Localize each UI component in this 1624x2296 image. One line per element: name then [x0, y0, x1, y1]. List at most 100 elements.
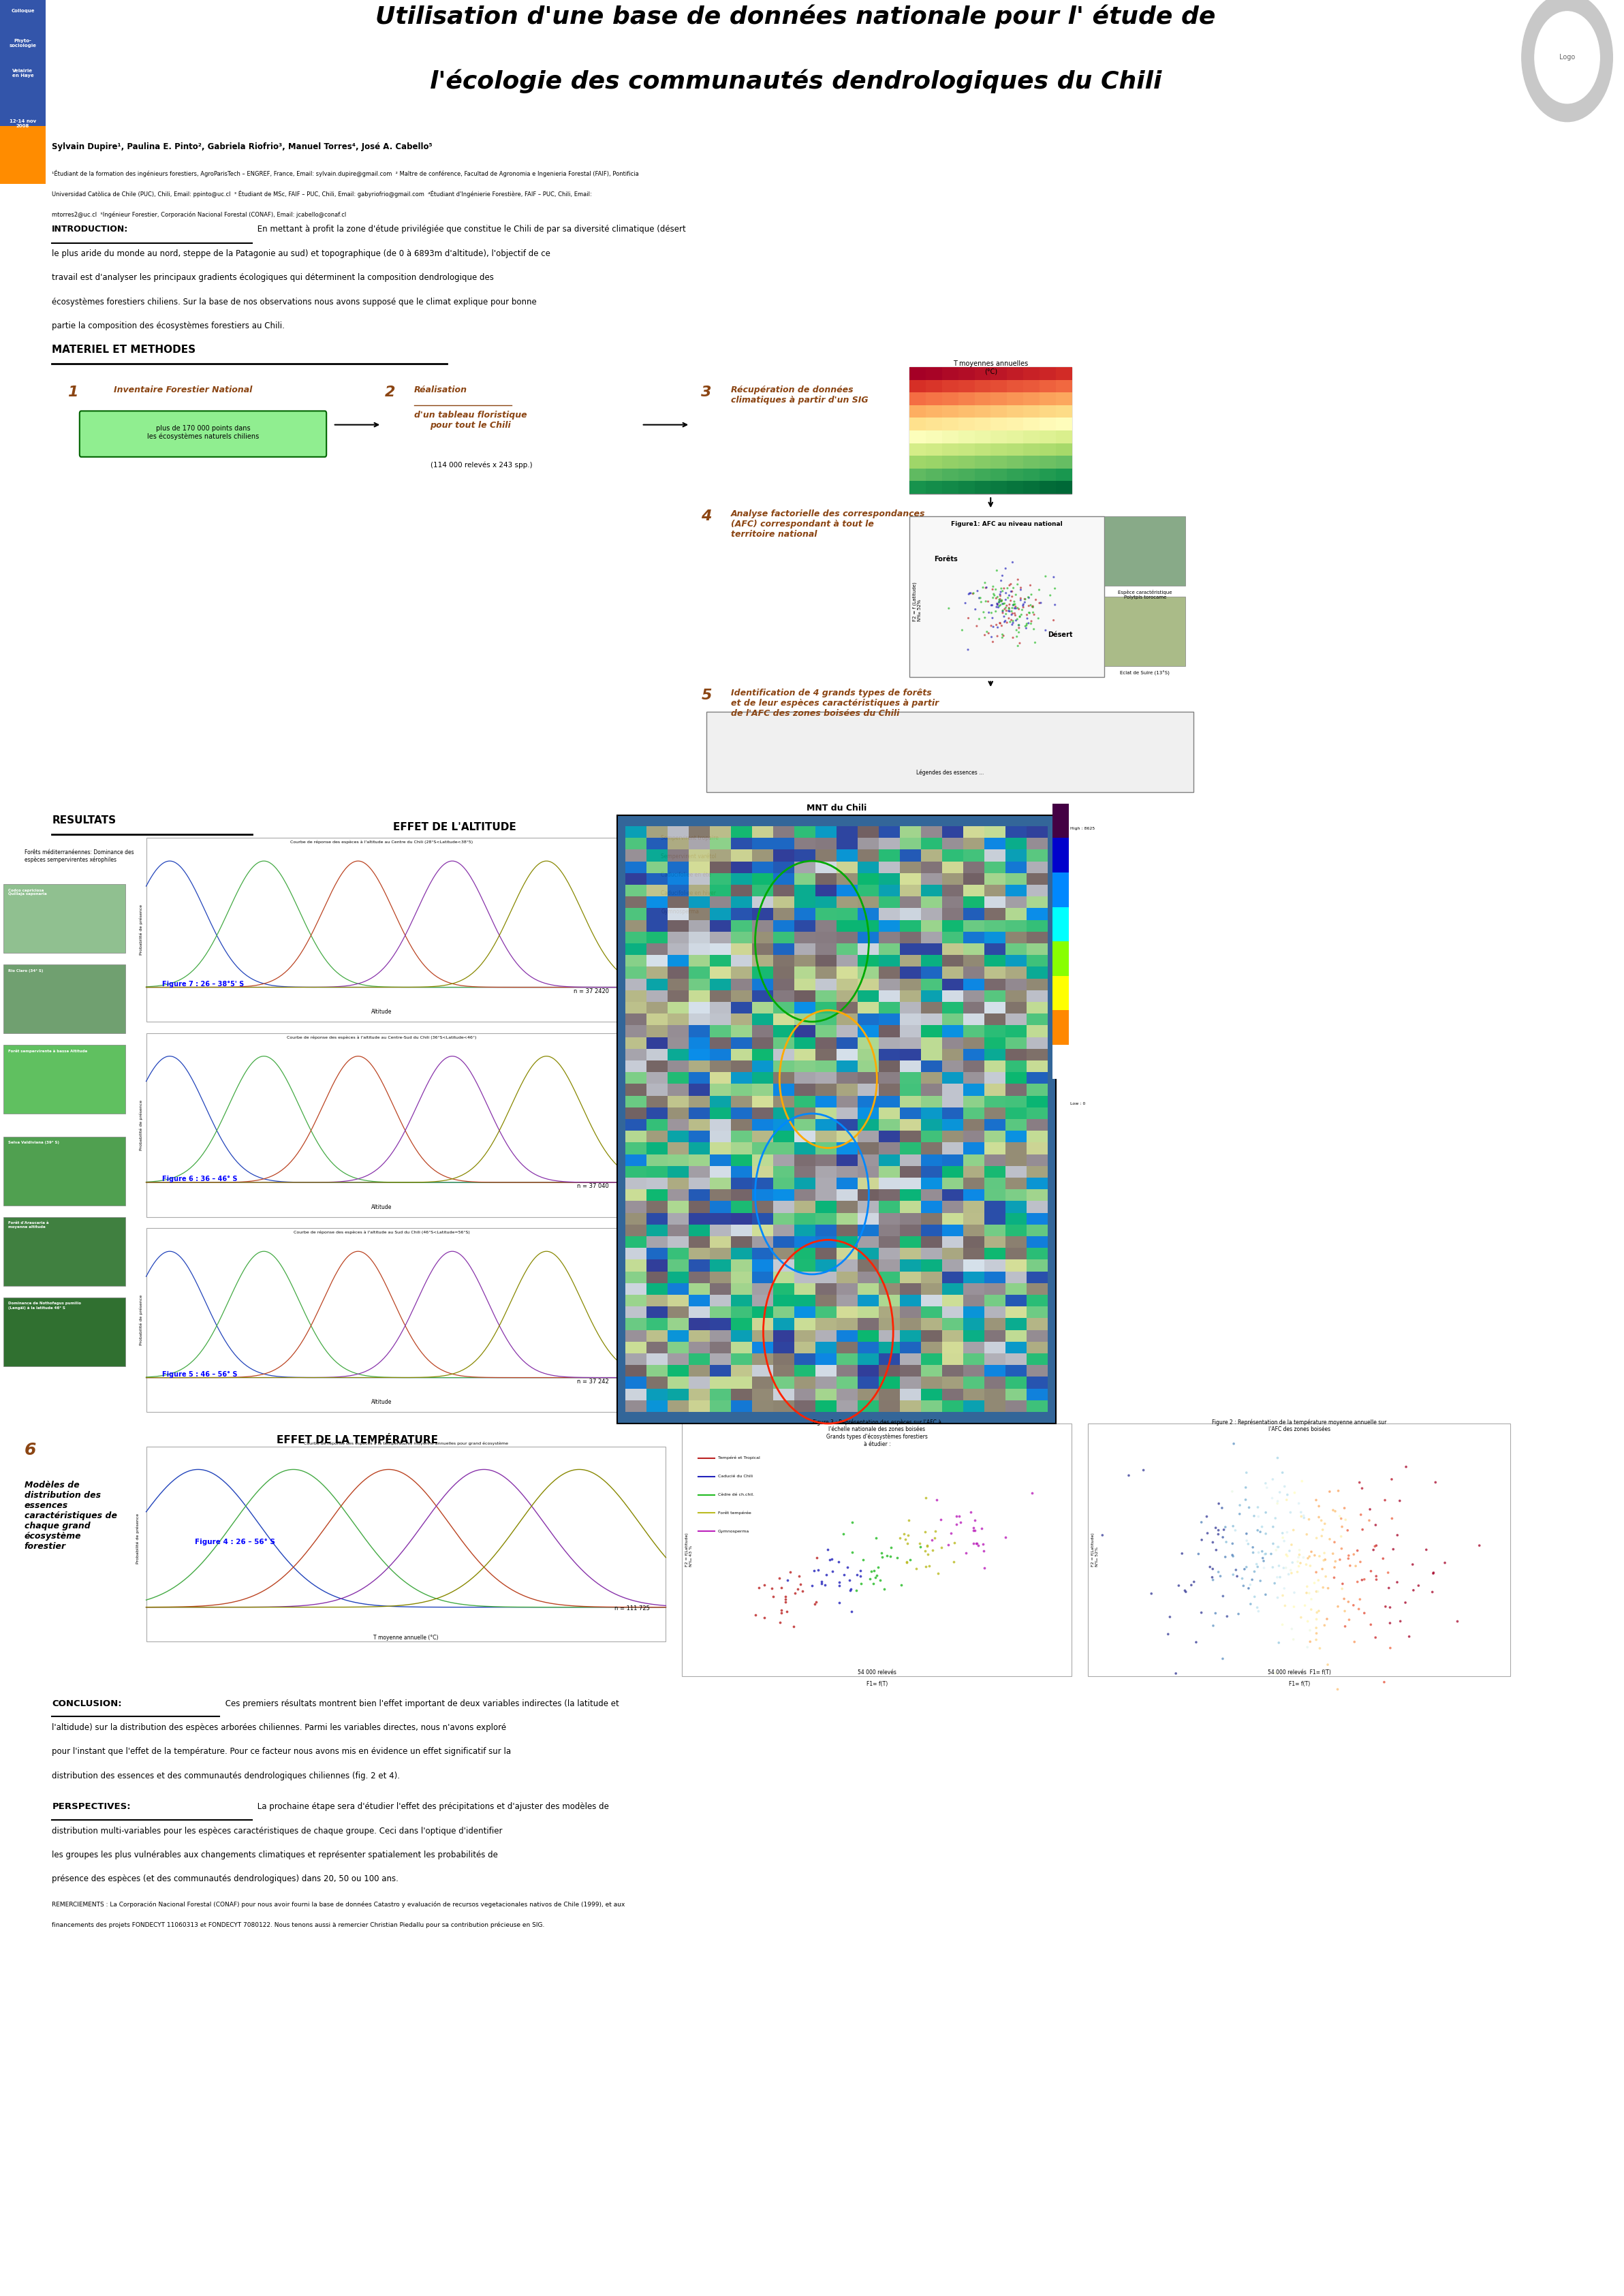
Point: [1210, 1577, 1236, 1614]
Point: [919, 1531, 945, 1568]
Point: [1026, 572, 1052, 608]
Point: [752, 1566, 778, 1603]
Point: [1351, 1561, 1377, 1598]
Text: les groupes les plus vulnérables aux changements climatiques et représenter spat: les groupes les plus vulnérables aux cha…: [52, 1851, 499, 1860]
Text: n = 37 2420: n = 37 2420: [573, 987, 609, 994]
Point: [1004, 618, 1030, 654]
Point: [1015, 588, 1041, 625]
Point: [963, 1525, 989, 1561]
Text: Logo: Logo: [1559, 55, 1575, 60]
Text: Sempervirent tropaire: Sempervirent tropaire: [661, 836, 719, 840]
Point: [1328, 1570, 1354, 1607]
Point: [1234, 1515, 1260, 1552]
Point: [1199, 1559, 1224, 1596]
Point: [1038, 576, 1064, 613]
Text: Figure 4 : 26 – 56° S: Figure 4 : 26 – 56° S: [195, 1538, 274, 1545]
Point: [1298, 1623, 1324, 1660]
Text: Forêt d'Araucaria à
moyenne altitude: Forêt d'Araucaria à moyenne altitude: [8, 1221, 49, 1228]
Point: [1302, 1621, 1328, 1658]
Point: [903, 1550, 929, 1587]
Point: [1229, 1561, 1255, 1598]
Text: 1: 1: [68, 386, 78, 400]
Point: [979, 595, 1005, 631]
Point: [1346, 1582, 1372, 1619]
Point: [1239, 1561, 1265, 1598]
Point: [1286, 1486, 1312, 1522]
Text: Probabilité de présence: Probabilité de présence: [140, 1295, 143, 1345]
Point: [1013, 597, 1039, 634]
Point: [1233, 1481, 1259, 1518]
Bar: [1052, 838, 1069, 872]
Point: [1000, 569, 1026, 606]
Point: [1018, 588, 1044, 625]
Point: [992, 595, 1018, 631]
Point: [1205, 1486, 1231, 1522]
Point: [1002, 588, 1028, 625]
Point: [1203, 1508, 1229, 1545]
Point: [916, 1548, 942, 1584]
Point: [940, 1543, 966, 1580]
Point: [1272, 1522, 1298, 1559]
Point: [1372, 1481, 1398, 1518]
Text: F1= f(T): F1= f(T): [1288, 1681, 1311, 1688]
Point: [838, 1573, 864, 1609]
Point: [992, 1520, 1018, 1557]
Point: [1444, 1603, 1470, 1639]
Point: [786, 1559, 812, 1596]
Point: [1377, 1605, 1403, 1642]
Point: [1298, 1534, 1324, 1570]
Point: [1363, 1527, 1389, 1564]
Point: [935, 1527, 961, 1564]
Text: n = 37 040: n = 37 040: [577, 1182, 609, 1189]
Point: [1195, 1515, 1221, 1552]
Point: [1335, 1541, 1361, 1577]
Point: [1033, 558, 1059, 595]
Point: [1333, 1502, 1359, 1538]
Bar: [1052, 907, 1069, 941]
Point: [955, 599, 981, 636]
Point: [1166, 1568, 1192, 1605]
Point: [1364, 1561, 1390, 1598]
Point: [838, 1593, 864, 1630]
Point: [877, 1538, 903, 1575]
Point: [953, 1534, 979, 1570]
Text: mtorres2@uc.cl  ⁵Ingénieur Forestier, Corporación Nacional Forestal (CONAF), Ema: mtorres2@uc.cl ⁵Ingénieur Forestier, Cor…: [52, 211, 346, 218]
Point: [1288, 1545, 1314, 1582]
Point: [1294, 1541, 1320, 1577]
Point: [1241, 1552, 1267, 1589]
Point: [1262, 1655, 1288, 1692]
Text: Altitude: Altitude: [372, 1203, 391, 1210]
Point: [1343, 1548, 1369, 1584]
Point: [999, 595, 1025, 631]
Point: [1346, 1465, 1372, 1502]
Point: [1226, 1488, 1252, 1525]
Point: [1265, 1580, 1291, 1616]
Point: [814, 1557, 840, 1593]
Point: [1280, 1621, 1306, 1658]
Point: [913, 1479, 939, 1515]
Text: F1= f(T): F1= f(T): [866, 1681, 888, 1688]
Point: [994, 604, 1020, 641]
Bar: [3, 884, 125, 953]
Text: Gymnosperma: Gymnosperma: [661, 909, 698, 914]
Text: Modèles de
distribution des
essences
caractéristiques de
chaque grand
écosystème: Modèles de distribution des essences car…: [24, 1481, 117, 1552]
Point: [1249, 1534, 1275, 1570]
Point: [1294, 1575, 1320, 1612]
Text: Figure 3 : Représentation des espèces sur l'AFC à
l'échelle nationale des zones : Figure 3 : Représentation des espèces su…: [812, 1419, 942, 1446]
Point: [922, 1520, 948, 1557]
Point: [1004, 611, 1030, 647]
Point: [1012, 581, 1038, 618]
Point: [1017, 595, 1043, 631]
Point: [1270, 1607, 1296, 1644]
Point: [1304, 1520, 1330, 1557]
Point: [996, 579, 1021, 615]
Point: [1017, 567, 1043, 604]
Point: [965, 572, 991, 608]
Point: [1304, 1573, 1330, 1609]
Point: [1348, 1497, 1374, 1534]
Point: [1169, 1536, 1195, 1573]
Point: [1246, 1499, 1272, 1536]
Point: [1302, 1536, 1328, 1573]
Point: [987, 583, 1013, 620]
Point: [989, 608, 1015, 645]
